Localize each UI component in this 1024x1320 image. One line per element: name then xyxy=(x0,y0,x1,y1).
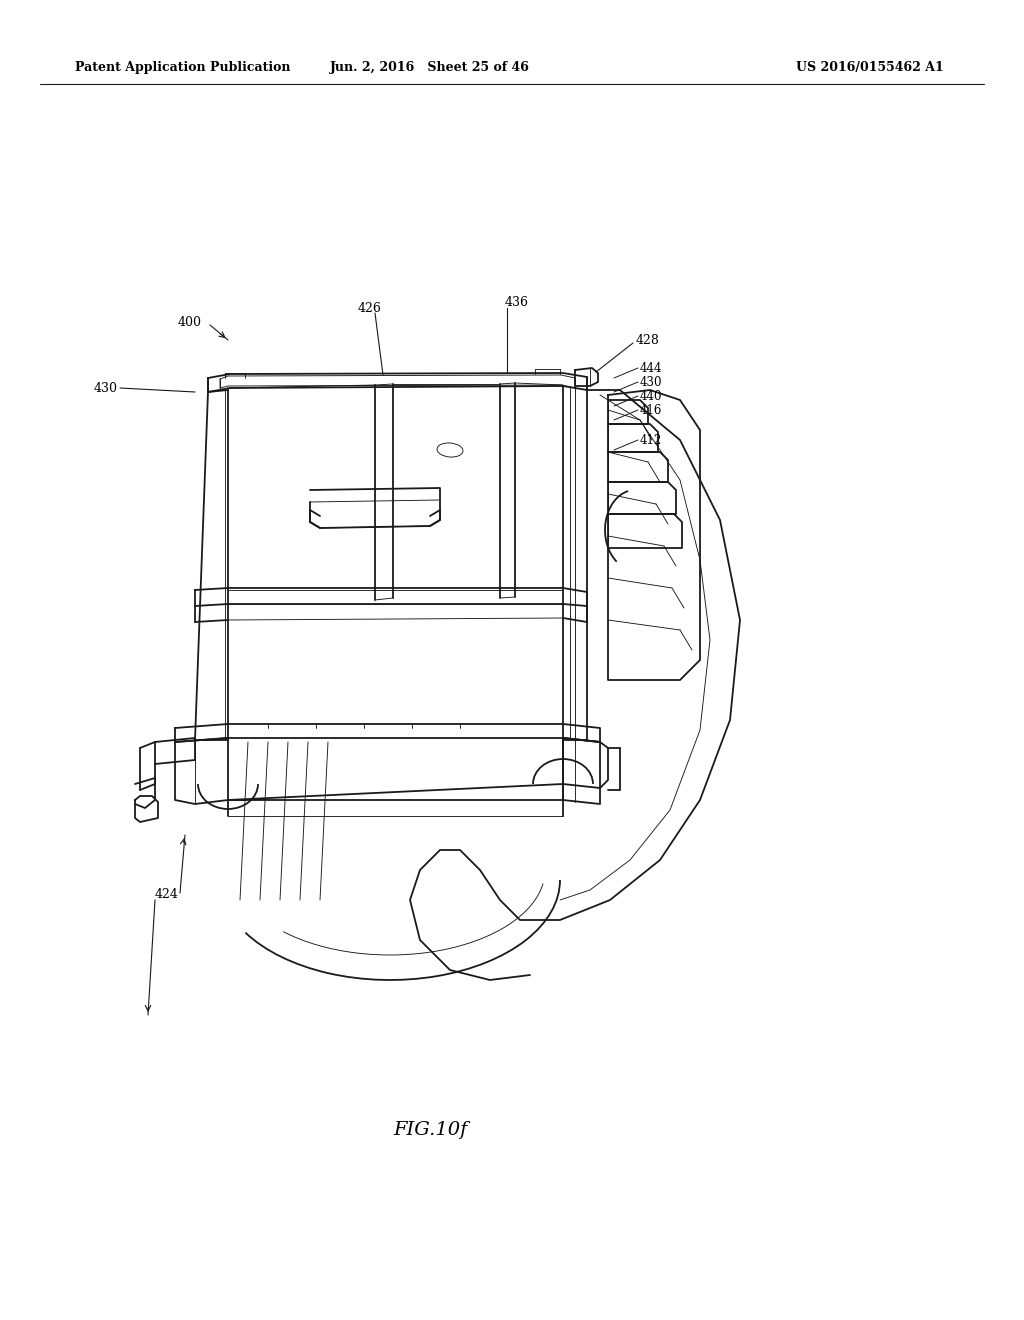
Text: 400: 400 xyxy=(178,315,202,329)
Text: 430: 430 xyxy=(94,381,118,395)
Text: 424: 424 xyxy=(155,888,179,902)
Text: US 2016/0155462 A1: US 2016/0155462 A1 xyxy=(796,62,944,74)
Text: 440: 440 xyxy=(640,389,663,403)
Text: 412: 412 xyxy=(640,433,663,446)
Text: 430: 430 xyxy=(640,375,663,388)
Text: 444: 444 xyxy=(640,362,663,375)
Text: Patent Application Publication: Patent Application Publication xyxy=(75,62,291,74)
Text: FIG.10f: FIG.10f xyxy=(393,1121,467,1139)
Text: 426: 426 xyxy=(358,301,382,314)
Text: 428: 428 xyxy=(636,334,659,346)
Text: 416: 416 xyxy=(640,404,663,417)
Text: Jun. 2, 2016   Sheet 25 of 46: Jun. 2, 2016 Sheet 25 of 46 xyxy=(330,62,530,74)
Text: 436: 436 xyxy=(505,297,529,309)
